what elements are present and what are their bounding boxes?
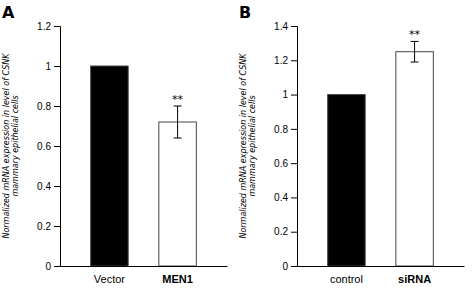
y-tick-label: 0.2 (37, 221, 51, 232)
error-bar-stem (414, 41, 415, 62)
y-tick-mark (54, 66, 60, 67)
panel: 0 0.2 0.4 0.6 0.8 1 1.2 Vector MEN1 ** Normalized … (2, 3, 228, 285)
y-tick-label: 0.4 (274, 192, 288, 203)
significance-label: ** (409, 28, 421, 41)
y-tick: 1.2 (274, 55, 297, 66)
bar (396, 52, 433, 266)
y-tick-mark (54, 266, 60, 267)
y-tick-mark (291, 95, 297, 96)
bar (91, 66, 128, 266)
x-tick: Vector (94, 273, 126, 285)
y-axis-title: Normalized mRNA expression in level of C… (2, 53, 20, 239)
x-tick-label: MEN1 (162, 273, 193, 285)
y-tick-label: 0.4 (37, 181, 51, 192)
y-tick: 0.6 (274, 158, 297, 169)
y-tick: 1 (45, 61, 60, 72)
x-axis-line (298, 266, 465, 267)
x-tick: siRNA (398, 273, 431, 285)
y-axis: 0 0.2 0.4 0.6 0.8 1 1.2 (37, 21, 60, 272)
y-tick: 0 (45, 261, 60, 272)
y-tick-label: 0.8 (274, 124, 288, 135)
y-tick-label: 1 (45, 61, 51, 72)
y-tick-mark (54, 226, 60, 227)
y-tick-mark (291, 197, 297, 198)
x-axis-line (61, 266, 228, 267)
plot-area (328, 41, 434, 266)
y-tick: 0.4 (37, 181, 60, 192)
y-tick-label: 1.2 (37, 21, 51, 32)
x-tick: control (330, 273, 363, 285)
y-tick-label: 0 (45, 261, 51, 272)
y-tick: 0.6 (37, 141, 60, 152)
y-tick-label: 0.8 (37, 101, 51, 112)
error-bar (411, 41, 419, 62)
error-bar (174, 106, 182, 138)
y-tick-label: 1.4 (274, 21, 288, 32)
y-axis-line (291, 27, 298, 267)
y-tick-mark (291, 60, 297, 61)
y-tick: 0.2 (37, 221, 60, 232)
error-bar-cap (174, 138, 182, 139)
y-tick-label: 0 (282, 261, 288, 272)
error-bar-cap (411, 62, 419, 63)
significance-label: ** (172, 93, 184, 106)
y-tick: 0.2 (274, 226, 297, 237)
y-tick: 0.8 (274, 124, 297, 135)
y-tick-mark (54, 26, 60, 27)
x-tick-label: control (330, 273, 363, 285)
y-axis-title: Normalized mRNA expression in level of C… (239, 53, 257, 239)
panel-label: B (239, 3, 251, 22)
y-tick-mark (291, 26, 297, 27)
y-tick: 0.8 (37, 101, 60, 112)
bar (328, 95, 365, 266)
x-axis: Vector MEN1 (61, 267, 228, 285)
y-tick: 1.2 (37, 21, 60, 32)
y-tick-mark (291, 266, 297, 267)
y-tick-mark (54, 106, 60, 107)
y-axis-line (54, 27, 61, 267)
panel-label: A (2, 3, 15, 22)
y-tick: 0.4 (274, 192, 297, 203)
y-tick: 1.4 (274, 21, 297, 32)
y-tick-label: 1.2 (274, 55, 288, 66)
y-tick-mark (291, 163, 297, 164)
y-tick: 0 (282, 261, 297, 272)
y-tick-mark (54, 146, 60, 147)
y-tick-label: 0.6 (37, 141, 51, 152)
y-axis: 0 0.2 0.4 0.6 0.8 1 1.2 1.4 (274, 21, 297, 272)
y-tick-label: 0.2 (274, 226, 288, 237)
y-tick-mark (291, 232, 297, 233)
y-tick-label: 1 (282, 89, 288, 100)
error-bar-stem (177, 106, 178, 138)
y-tick-mark (291, 129, 297, 130)
y-tick: 1 (282, 89, 297, 100)
bar (159, 122, 196, 266)
chart: 0 0.2 0.4 0.6 0.8 1 1.2 Vector MEN1 ** Normalized … (0, 0, 474, 290)
plot-area (91, 66, 197, 266)
panel: 0 0.2 0.4 0.6 0.8 1 1.2 1.4 control siRNA ** Normal… (239, 3, 465, 285)
x-tick: MEN1 (162, 273, 193, 285)
x-tick-label: siRNA (398, 273, 431, 285)
y-tick-label: 0.6 (274, 158, 288, 169)
y-tick-mark (54, 186, 60, 187)
x-axis: control siRNA (298, 267, 465, 285)
x-tick-label: Vector (94, 273, 126, 285)
